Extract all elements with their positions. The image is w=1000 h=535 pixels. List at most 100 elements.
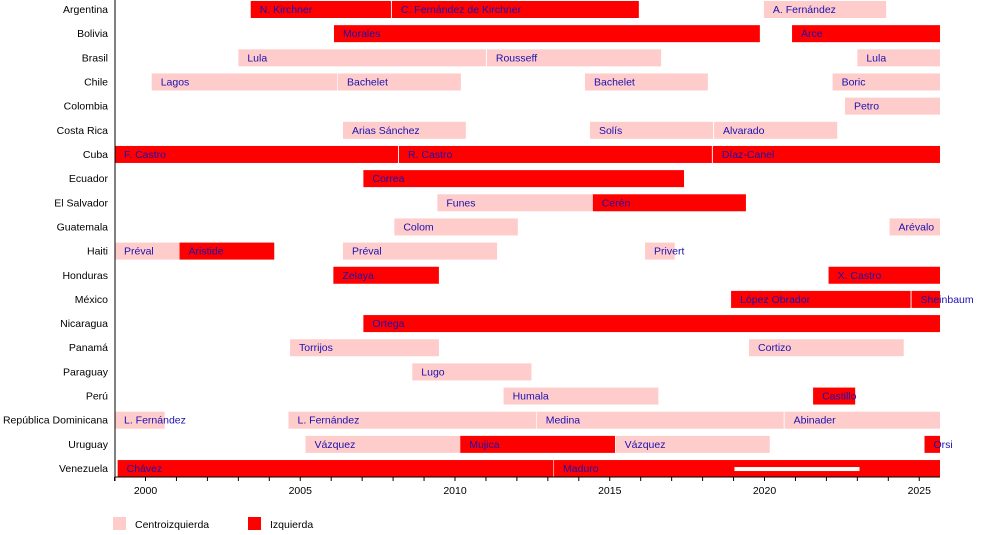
country-label: Honduras xyxy=(62,270,108,282)
country-label: Uruguay xyxy=(68,439,108,451)
term-bar xyxy=(342,121,466,139)
term-bar xyxy=(714,121,838,139)
term-label: Bachelet xyxy=(594,76,635,88)
term-label: Petro xyxy=(854,101,879,113)
country-label: Ecuador xyxy=(69,173,109,185)
x-tick-label: 2010 xyxy=(443,485,467,497)
term-bar xyxy=(813,387,856,405)
term-label: Humala xyxy=(513,391,549,403)
legend-label: Izquierda xyxy=(270,519,313,531)
x-tick-label: 2005 xyxy=(289,485,313,497)
country-label: Brasil xyxy=(82,52,108,64)
term-bar xyxy=(290,339,439,357)
term-bar xyxy=(792,25,940,43)
term-label: Vázquez xyxy=(315,439,356,451)
term-label: Cortizo xyxy=(758,342,791,354)
term-bar xyxy=(338,73,461,91)
term-bar xyxy=(615,435,770,453)
term-bar xyxy=(437,194,593,212)
term-bar xyxy=(857,49,940,67)
term-bar xyxy=(117,460,554,478)
term-bar xyxy=(342,242,498,260)
country-label: Panamá xyxy=(69,342,108,354)
term-bar xyxy=(363,170,685,188)
term-stripe xyxy=(734,467,860,472)
term-label: Abinader xyxy=(794,415,837,427)
term-bar xyxy=(250,1,391,18)
term-bar xyxy=(503,387,659,405)
country-label: Paraguay xyxy=(63,366,109,378)
term-bar xyxy=(394,218,518,236)
term-label: Correa xyxy=(372,173,404,185)
term-label: Zelaya xyxy=(342,270,374,282)
country-label: Chile xyxy=(84,76,108,88)
term-bar xyxy=(828,266,940,284)
term-bar xyxy=(592,194,746,212)
term-label: Chávez xyxy=(127,463,163,475)
country-label: República Dominicana xyxy=(3,415,108,427)
term-bar xyxy=(486,49,662,67)
term-bar xyxy=(179,242,275,260)
country-label: México xyxy=(75,294,108,306)
term-bar xyxy=(749,339,904,357)
term-label: Boric xyxy=(842,76,866,88)
term-label: Privert xyxy=(654,246,684,258)
term-bar xyxy=(536,411,784,429)
term-bar xyxy=(784,411,940,429)
x-tick-label: 2020 xyxy=(753,485,777,497)
term-label: Funes xyxy=(446,197,475,209)
term-label: Solís xyxy=(599,125,622,137)
term-label: Vázquez xyxy=(625,439,666,451)
term-label: Préval xyxy=(352,246,382,258)
term-label: Bachelet xyxy=(347,76,388,88)
term-label: Arévalo xyxy=(899,221,935,233)
legend-swatch xyxy=(113,517,126,530)
legend: Centroizquierda Izquierda xyxy=(113,517,313,531)
term-bar xyxy=(911,290,940,308)
country-label: Colombia xyxy=(64,101,109,113)
term-label: Aristide xyxy=(189,246,224,258)
term-bar xyxy=(151,73,338,91)
legend-label: Centroizquierda xyxy=(135,519,209,531)
term-bar xyxy=(115,145,399,163)
country-label: Nicaragua xyxy=(60,318,108,330)
term-bar xyxy=(238,49,486,67)
term-label: L. Fernández xyxy=(124,415,186,427)
term-bar xyxy=(333,25,760,43)
term-label: Lagos xyxy=(161,76,190,88)
country-label: Argentina xyxy=(63,4,108,16)
term-label: Alvarado xyxy=(723,125,765,137)
term-label: Morales xyxy=(343,28,380,40)
term-bar xyxy=(115,242,180,260)
term-label: Rousseff xyxy=(496,52,537,64)
term-label: F. Castro xyxy=(124,149,166,161)
term-label: Lula xyxy=(247,52,267,64)
term-label: Torrijos xyxy=(299,342,333,354)
term-label: Lula xyxy=(866,52,886,64)
term-bar xyxy=(305,435,461,453)
term-label: Cerén xyxy=(602,197,631,209)
term-bar xyxy=(712,145,940,163)
term-bar xyxy=(645,242,675,260)
term-label: N. Kirchner xyxy=(260,4,313,16)
term-label: Díaz-Canel xyxy=(722,149,775,161)
term-bar xyxy=(832,73,940,91)
term-label: Colom xyxy=(403,221,434,233)
term-label: López Obrador xyxy=(740,294,811,306)
term-bar xyxy=(412,363,532,381)
term-label: Ortega xyxy=(372,318,404,330)
term-label: Castillo xyxy=(822,391,857,403)
bars-layer: N. Kirchner C. Fernández de Kirchner A. Fe… xyxy=(115,1,974,478)
country-label: Venezuela xyxy=(59,463,108,475)
x-tick-label: 2025 xyxy=(908,485,932,497)
term-label: Arce xyxy=(801,28,823,40)
term-bar xyxy=(924,435,940,453)
country-label: Cuba xyxy=(83,149,108,161)
term-bar xyxy=(763,1,887,18)
country-label: Bolivia xyxy=(77,28,108,40)
term-bar xyxy=(731,290,911,308)
term-bar xyxy=(115,411,165,429)
term-bar xyxy=(363,315,940,333)
term-bar xyxy=(391,1,639,18)
